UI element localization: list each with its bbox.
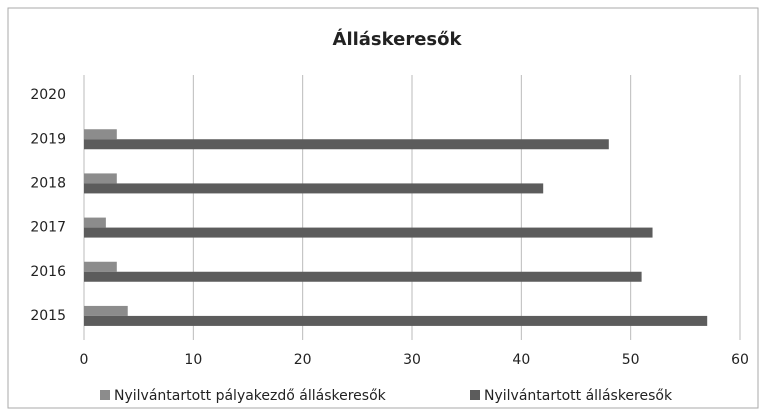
bar <box>84 261 117 272</box>
y-tick-label: 2016 <box>30 264 66 280</box>
legend-swatch <box>100 390 110 400</box>
bar <box>84 173 117 184</box>
bar <box>84 139 609 150</box>
legend-label: Nyilvántartott pályakezdő álláskeresők <box>114 388 387 404</box>
bar <box>84 217 106 228</box>
legend-label: Nyilvántartott álláskeresők <box>484 388 673 404</box>
x-tick-label: 0 <box>80 352 89 368</box>
x-tick-label: 30 <box>403 352 421 368</box>
bar <box>84 129 117 140</box>
bar <box>84 227 653 238</box>
bar <box>84 315 708 326</box>
y-tick-label: 2015 <box>30 308 66 324</box>
x-tick-label: 60 <box>731 352 749 368</box>
bar <box>84 271 642 282</box>
y-tick-label: 2019 <box>30 131 66 147</box>
x-tick-label: 40 <box>512 352 530 368</box>
y-tick-label: 2018 <box>30 175 66 191</box>
x-tick-label: 50 <box>622 352 640 368</box>
chart-frame <box>7 7 759 409</box>
chart-title: Álláskeresők <box>333 28 463 50</box>
legend-swatch <box>470 390 480 400</box>
y-tick-label: 2017 <box>30 220 66 236</box>
x-tick-label: 10 <box>184 352 202 368</box>
bar <box>84 305 128 316</box>
bar <box>84 183 544 194</box>
y-tick-label: 2020 <box>30 87 66 103</box>
x-tick-label: 20 <box>294 352 312 368</box>
